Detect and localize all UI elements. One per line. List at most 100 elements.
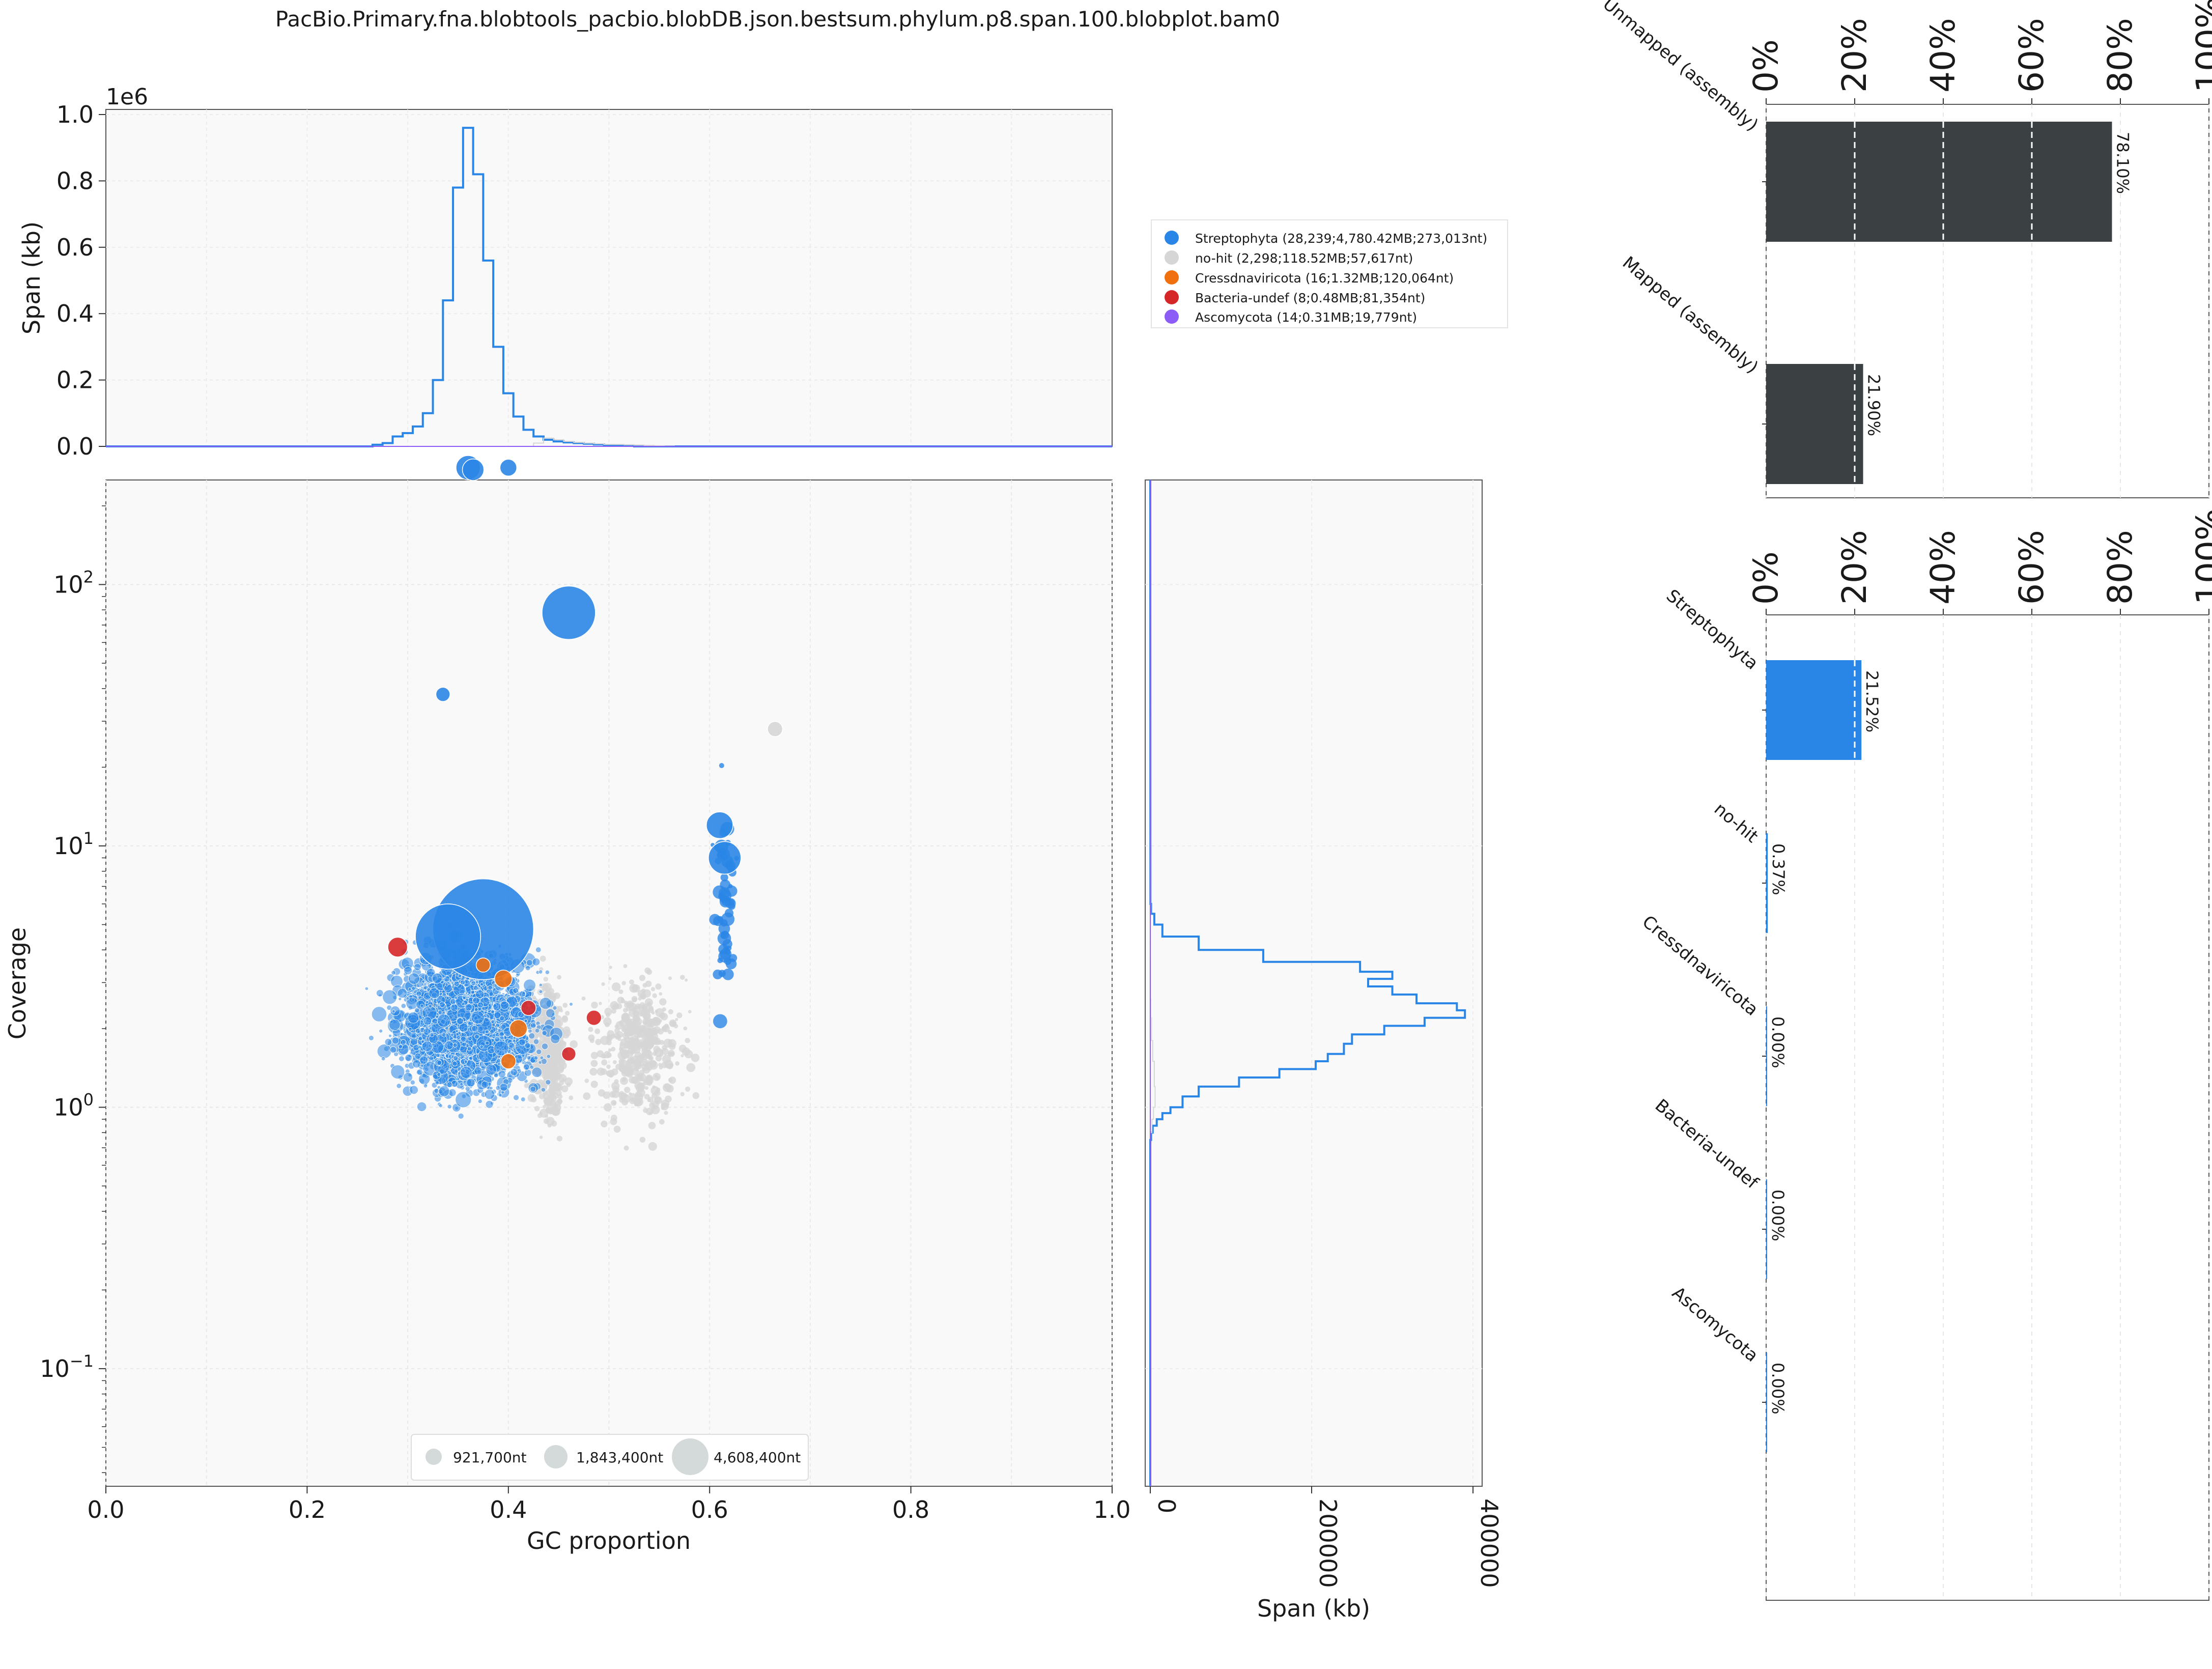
streptophyta-point — [458, 1031, 462, 1035]
no-hit-point — [599, 1002, 602, 1005]
streptophyta-point — [438, 1104, 443, 1108]
no-hit-point — [633, 1059, 638, 1065]
streptophyta-point — [382, 989, 398, 1005]
scatter-point-streptophyta — [435, 687, 450, 702]
streptophyta-point — [406, 997, 410, 1001]
no-hit-point — [624, 1086, 631, 1093]
no-hit-point — [546, 1117, 555, 1126]
streptophyta-point — [532, 957, 541, 966]
no-hit-point — [547, 1041, 554, 1048]
bar-x-tick-label: 100% — [2189, 0, 2212, 93]
no-hit-point — [641, 1008, 650, 1016]
streptophyta-point — [520, 1097, 526, 1102]
no-hit-point — [659, 992, 663, 996]
streptophyta-point — [497, 1062, 501, 1066]
no-hit-point — [658, 1063, 662, 1067]
scatter-point-streptophyta — [542, 585, 596, 640]
scatter-point-cressdnaviricota — [509, 1019, 528, 1038]
streptophyta-point — [458, 1113, 464, 1119]
streptophyta-point — [718, 893, 725, 899]
streptophyta-point — [408, 973, 420, 985]
blob-scatter-panel: 0.0 0.2 0.4 0.6 0.8 1.0 10−1 100 101 102 GC prop… — [4, 455, 1131, 1554]
top-histogram-line-streptophyta — [106, 127, 1112, 447]
streptophyta-point — [364, 986, 369, 991]
top-histogram-offset-label: 1e6 — [106, 84, 148, 110]
streptophyta-point — [552, 1005, 557, 1010]
streptophyta-point — [471, 980, 476, 986]
streptophyta-point — [423, 1016, 432, 1026]
no-hit-point — [566, 1083, 571, 1087]
streptophyta-point — [724, 909, 734, 918]
streptophyta-point — [410, 1080, 415, 1085]
no-hit-point — [583, 1092, 591, 1100]
streptophyta-point — [452, 1042, 458, 1048]
bar-category-label: Mapped (assembly) — [1619, 252, 1762, 378]
bar-x-tick-label: 60% — [2012, 530, 2051, 605]
streptophyta-point — [530, 1022, 536, 1029]
no-hit-point — [640, 1052, 648, 1061]
streptophyta-point — [432, 1018, 438, 1025]
no-hit-point — [617, 997, 625, 1004]
no-hit-point — [606, 1052, 612, 1058]
streptophyta-point — [467, 1046, 472, 1051]
streptophyta-point — [418, 1036, 423, 1041]
streptophyta-point — [473, 985, 478, 991]
no-hit-point — [635, 1091, 641, 1098]
streptophyta-point — [500, 1001, 509, 1010]
bar-value-label: 0.00% — [1768, 1016, 1788, 1068]
streptophyta-point — [423, 1028, 431, 1036]
no-hit-point — [591, 1001, 598, 1009]
size-legend-marker-medium — [544, 1445, 568, 1468]
no-hit-point — [621, 1067, 629, 1074]
right-histogram-plot-area — [1145, 479, 1483, 1487]
legend-marker-ascomycota — [1165, 309, 1179, 324]
streptophyta-point — [474, 1034, 480, 1039]
top-histogram-y-axis-label: Span (kb) — [18, 221, 45, 334]
streptophyta-point — [432, 973, 443, 984]
streptophyta-point — [408, 1027, 412, 1032]
streptophyta-point — [569, 1002, 573, 1006]
no-hit-point — [623, 964, 628, 968]
scatter-y-axis-label: Coverage — [4, 927, 31, 1039]
no-hit-point — [664, 1111, 668, 1115]
no-hit-point — [547, 1074, 552, 1079]
no-hit-point — [581, 996, 586, 1001]
no-hit-point — [645, 980, 652, 987]
no-hit-point — [651, 1011, 655, 1015]
streptophyta-point — [411, 986, 416, 991]
streptophyta-point — [538, 1060, 543, 1065]
streptophyta-point — [460, 1082, 464, 1086]
no-hit-point — [594, 1028, 601, 1034]
streptophyta-point — [437, 1072, 441, 1077]
no-hit-point — [685, 1038, 690, 1043]
no-hit-point — [562, 1015, 568, 1021]
no-hit-point — [688, 1010, 692, 1013]
bar-category-label: Bacteria-undef — [1651, 1095, 1763, 1194]
streptophyta-point — [461, 1042, 467, 1048]
streptophyta-point — [720, 873, 728, 882]
streptophyta-point — [450, 1004, 459, 1012]
no-hit-point — [676, 1012, 683, 1019]
streptophyta-point — [444, 1040, 453, 1050]
bar-x-tick-label: 0% — [1746, 39, 1785, 93]
no-hit-point — [641, 1045, 648, 1052]
streptophyta-point — [524, 1042, 531, 1049]
streptophyta-point — [729, 954, 738, 963]
right-histogram-series — [1149, 479, 1466, 1486]
top-histogram-series — [106, 127, 1112, 447]
streptophyta-point — [493, 1073, 499, 1078]
no-hit-point — [664, 1084, 670, 1090]
streptophyta-point — [454, 996, 458, 1000]
no-hit-point — [638, 997, 642, 1001]
streptophyta-point — [438, 1085, 450, 1097]
no-hit-point — [562, 1003, 568, 1008]
no-hit-point — [632, 984, 640, 993]
no-hit-point — [617, 1051, 627, 1060]
streptophyta-point — [377, 1044, 392, 1059]
streptophyta-point — [538, 983, 543, 987]
streptophyta-point — [450, 998, 457, 1005]
scatter-point-streptophyta — [708, 841, 742, 875]
no-hit-point — [632, 1005, 641, 1014]
streptophyta-point — [534, 1028, 540, 1033]
